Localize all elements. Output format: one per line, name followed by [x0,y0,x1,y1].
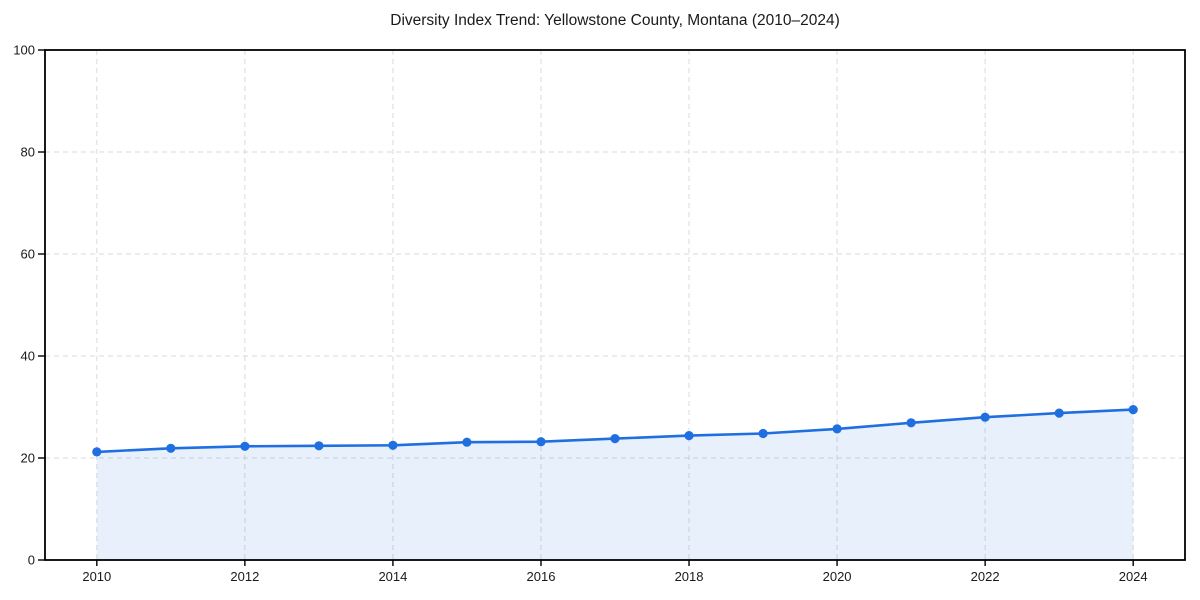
data-point [1128,405,1138,415]
y-tick-label: 40 [21,349,35,364]
data-point [166,443,176,453]
x-tick-label: 2012 [230,569,259,584]
data-point [314,441,324,451]
x-tick-label: 2024 [1119,569,1148,584]
x-tick-label: 2016 [527,569,556,584]
y-tick-label: 100 [13,43,35,58]
data-point [1054,408,1064,418]
data-point [536,437,546,447]
area-fill-layer [96,409,1134,560]
data-point [240,441,250,451]
area-fill [96,409,1134,560]
ticks-layer [38,49,1134,566]
x-tick-label: 2020 [823,569,852,584]
plot-border [44,49,1186,561]
data-point [610,434,620,444]
data-point [462,437,472,447]
data-point [92,447,102,457]
data-point [980,412,990,422]
x-tick-label: 2014 [378,569,407,584]
y-tick-label: 0 [28,553,35,568]
axes-layer [44,49,1186,561]
data-point [906,418,916,428]
y-tick-label: 80 [21,145,35,160]
data-points-layer [92,405,1138,457]
chart-title: Diversity Index Trend: Yellowstone Count… [390,12,840,29]
y-tick-label: 20 [21,451,35,466]
data-point [684,431,694,441]
x-tick-label: 2010 [82,569,111,584]
data-point [388,440,398,450]
data-point [832,424,842,434]
x-tick-label: 2018 [675,569,704,584]
tick-labels-layer: 2010 2012 2014 2016 2018 2020 2022 2024 0 20 40 60 8… [13,43,1147,585]
x-tick-label: 2022 [971,569,1000,584]
data-point [758,428,768,439]
y-tick-label: 60 [21,247,35,262]
